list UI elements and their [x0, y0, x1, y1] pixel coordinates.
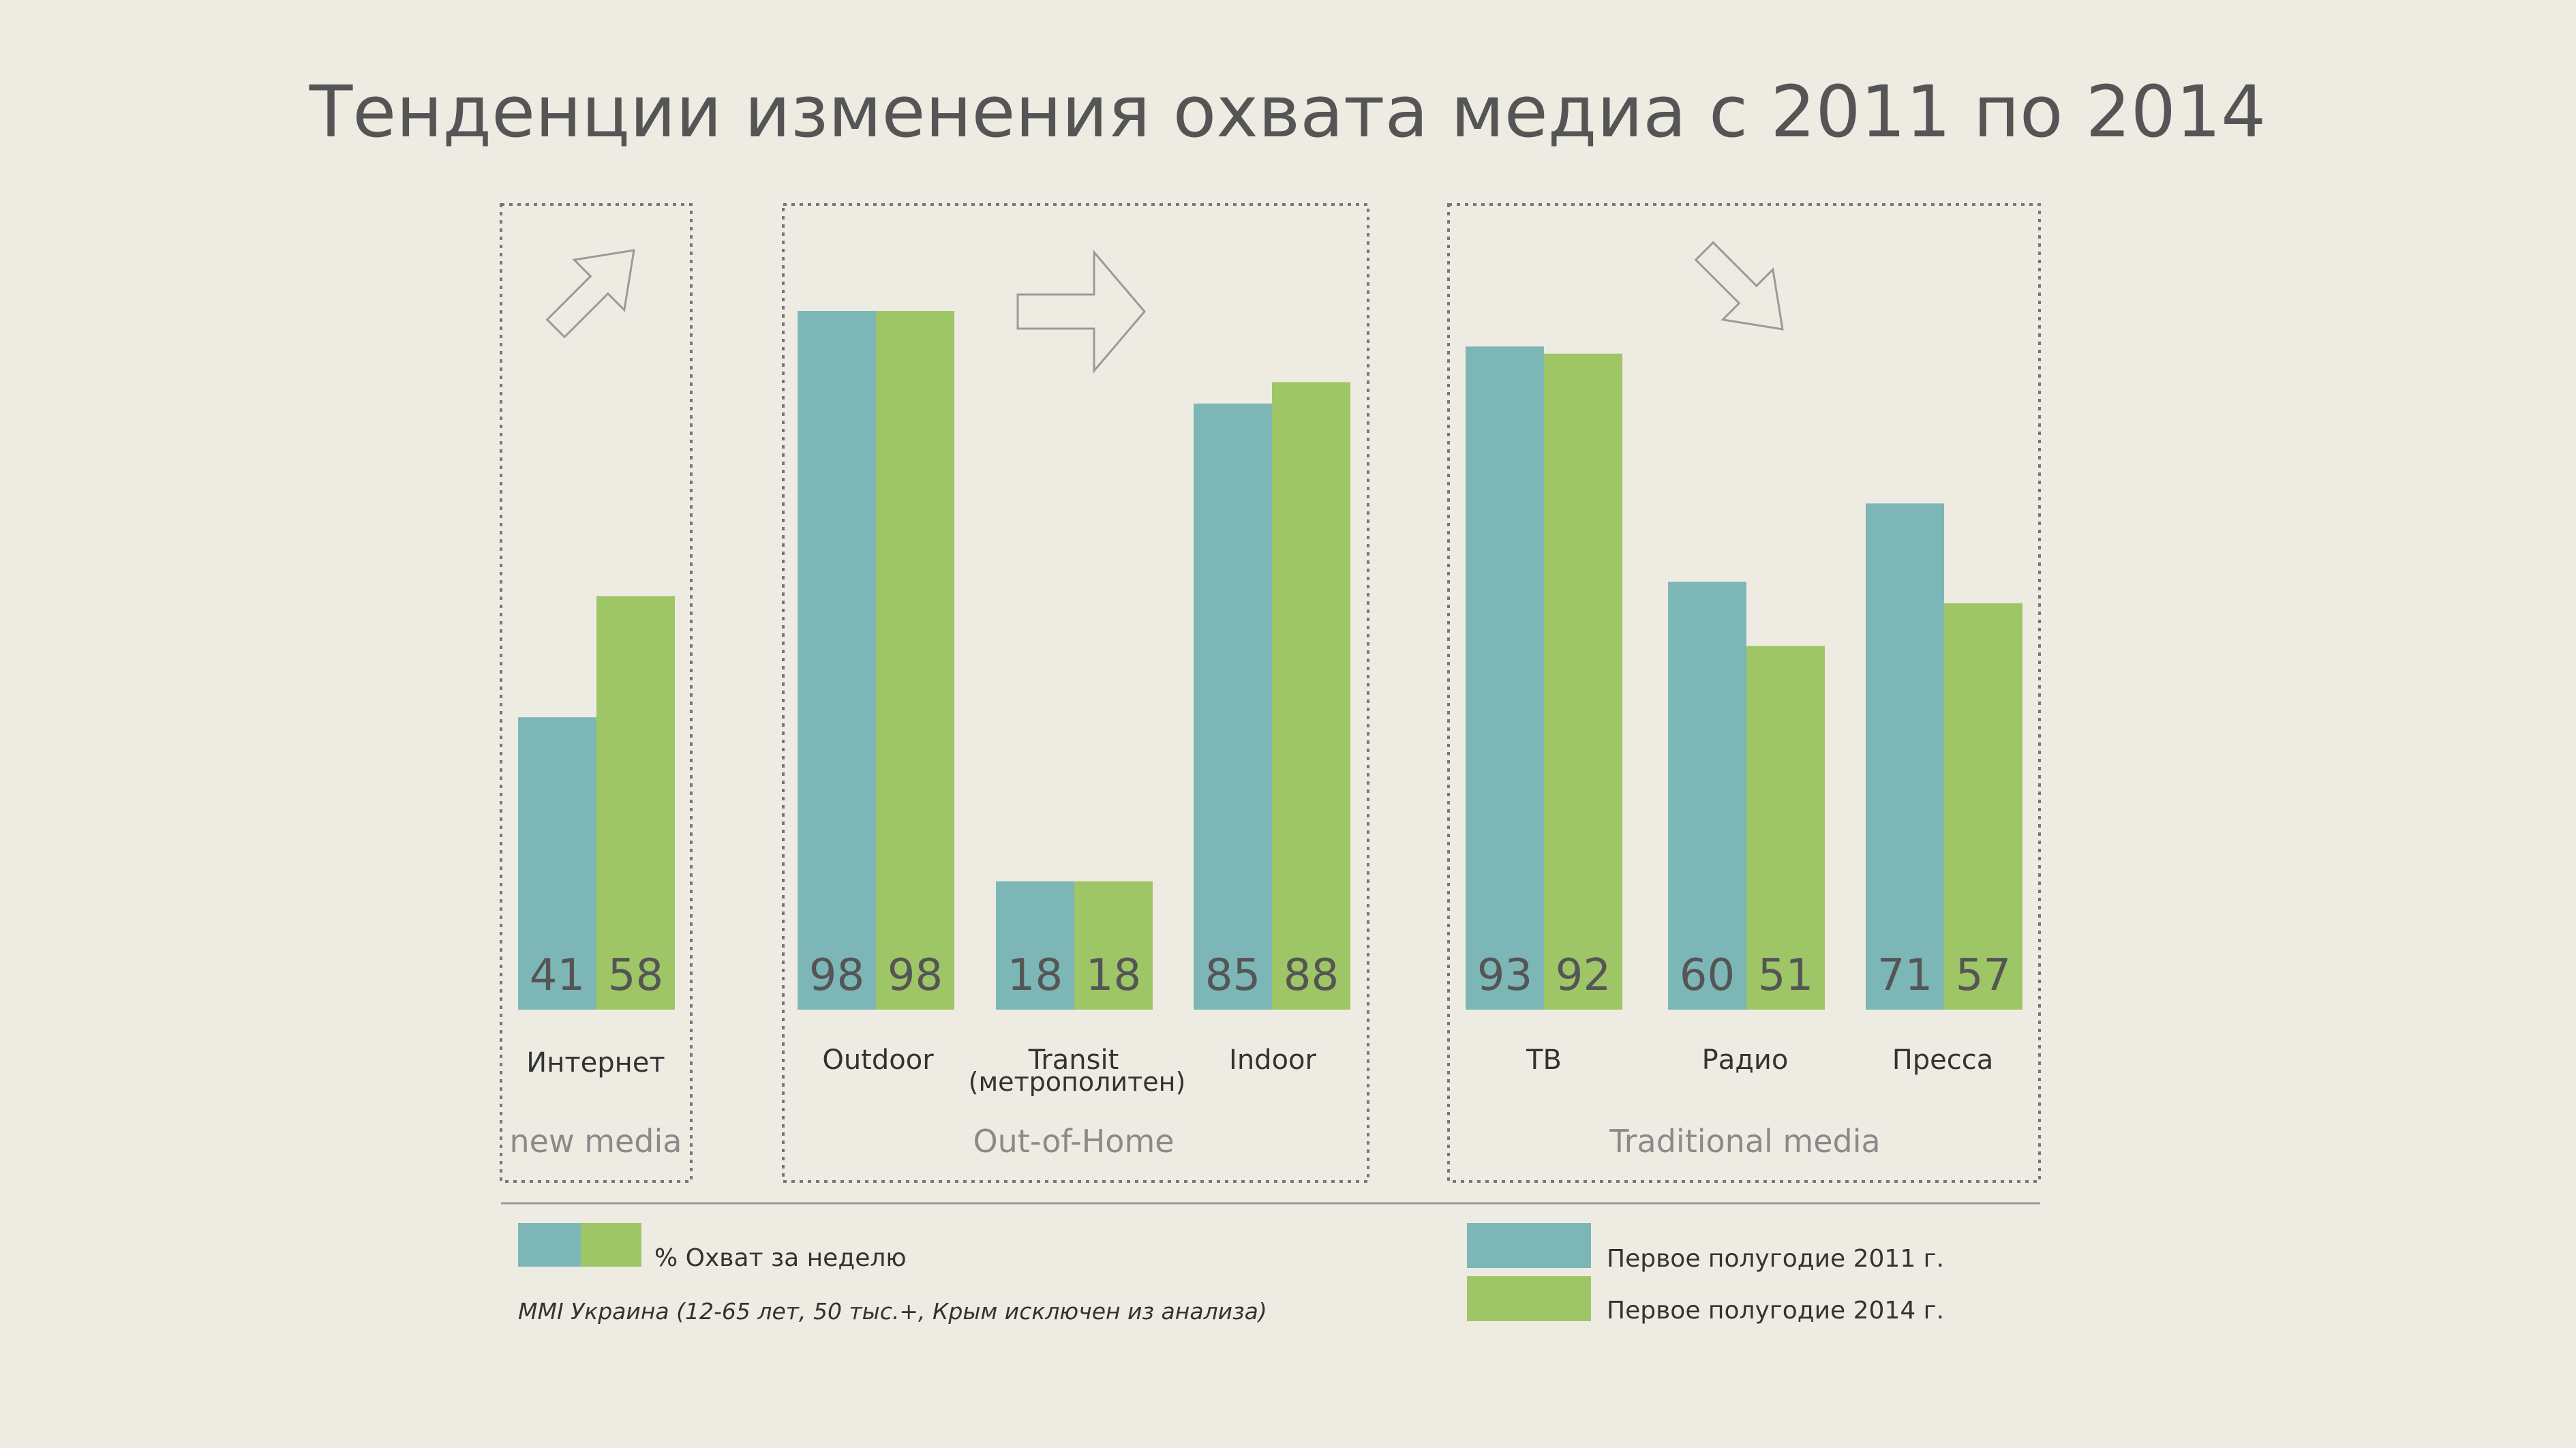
group-frame-traditional-media [1447, 203, 2041, 1183]
chart-title: Тенденции изменения охвата медиа с 2011 … [309, 70, 2267, 153]
bar-интернет-2014 [596, 596, 675, 1010]
data-label-тв-2014: 92 [1556, 950, 1611, 1001]
legend-swatch-2014 [1467, 1276, 1591, 1321]
legend-swatch-2011 [1467, 1223, 1591, 1268]
data-label-outdoor-2011: 98 [809, 950, 864, 1001]
group-frame-new-media [500, 203, 693, 1183]
data-label-интернет-2011: 41 [530, 950, 585, 1001]
legend-swatch-measure-2014 [581, 1223, 641, 1267]
category-label-radio: Радио [1702, 1044, 1789, 1076]
arrow-down-right-icon [1694, 241, 1784, 331]
category-label-tv: ТВ [1526, 1044, 1562, 1076]
data-label-outdoor-2014: 98 [888, 950, 943, 1001]
group-label-new-media: new media [510, 1123, 682, 1160]
data-label-радио-2014: 51 [1758, 950, 1813, 1001]
data-label-transit-2014: 18 [1086, 950, 1141, 1001]
legend-swatch-measure-2011 [518, 1223, 581, 1267]
data-label-интернет-2014: 58 [608, 950, 663, 1001]
bar-интернет-2011 [518, 717, 596, 1010]
legend-source-note: MMI Украина (12-65 лет, 50 тыс.+, Крым и… [518, 1298, 1267, 1325]
data-label-пресса-2011: 71 [1877, 950, 1933, 1001]
legend-label-2011: Первое полугодие 2011 г. [1607, 1245, 1944, 1273]
data-label-transit-2011: 18 [1007, 950, 1063, 1001]
category-label-transit-line2: (метрополитен) [969, 1067, 1186, 1097]
data-label-пресса-2014: 57 [1956, 950, 2011, 1001]
bar-радио-2011 [1668, 582, 1746, 1010]
category-label-outdoor: Outdoor [822, 1044, 934, 1076]
category-label-indoor: Indoor [1229, 1044, 1316, 1076]
bar-тв-2011 [1466, 346, 1544, 1010]
group-frame-out-of-home [782, 203, 1369, 1183]
category-label-transit: Transit [1028, 1044, 1119, 1076]
data-label-тв-2011: 93 [1477, 950, 1532, 1001]
bar-transit-2011 [996, 881, 1074, 1010]
category-label-internet: Интернет [526, 1047, 665, 1079]
group-label-traditional-media: Traditional media [1609, 1123, 1880, 1160]
bar-transit-2014 [1074, 881, 1153, 1010]
bars-layer: 41 58 98 98 18 18 85 88 93 92 60 51 71 57 [518, 311, 2022, 1010]
bar-пресса-2014 [1944, 603, 2022, 1010]
bar-outdoor-2011 [798, 311, 876, 1010]
data-label-indoor-2014: 88 [1284, 950, 1339, 1001]
category-label-press: Пресса [1892, 1044, 1994, 1076]
legend-label-2014: Первое полугодие 2014 г. [1607, 1297, 1944, 1325]
bar-indoor-2011 [1194, 403, 1272, 1010]
group-label-out-of-home: Out-of-Home [973, 1123, 1174, 1160]
bar-indoor-2014 [1272, 382, 1350, 1010]
bar-тв-2014 [1544, 353, 1622, 1010]
bar-пресса-2011 [1866, 503, 1944, 1010]
data-label-радио-2011: 60 [1680, 950, 1735, 1001]
arrow-up-right-icon [545, 249, 635, 339]
legend-measure-label: % Охват за неделю [654, 1244, 907, 1272]
bar-радио-2014 [1746, 646, 1825, 1010]
bar-outdoor-2014 [876, 311, 954, 1010]
arrow-right-icon [1016, 249, 1146, 374]
data-label-indoor-2011: 85 [1205, 950, 1260, 1001]
